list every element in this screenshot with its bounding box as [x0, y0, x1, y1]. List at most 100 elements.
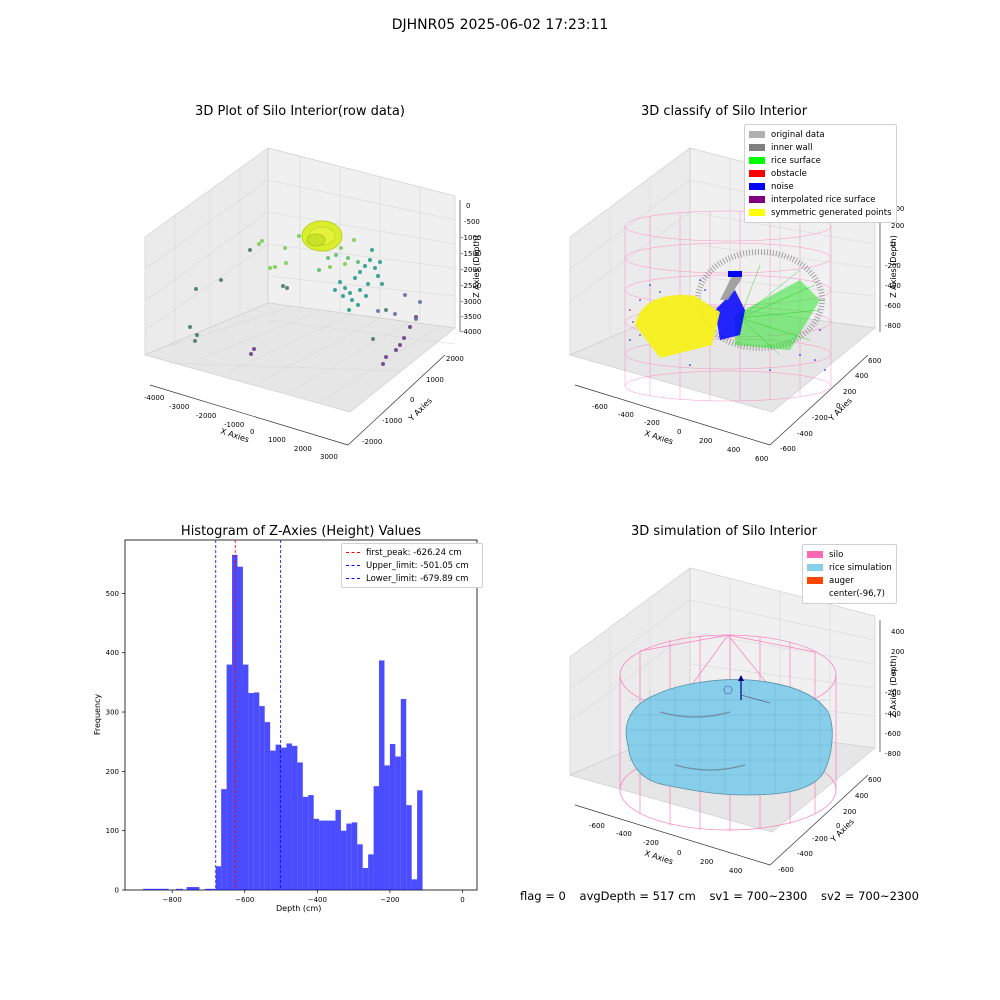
- histogram-bar: [357, 844, 363, 890]
- legend-swatch: [807, 564, 823, 571]
- histogram-bar: [232, 554, 238, 890]
- histogram-bar: [259, 706, 265, 890]
- histogram-bar: [389, 744, 396, 890]
- legend-swatch: [807, 551, 823, 558]
- histogram-bar: [237, 566, 243, 890]
- y-tick-label: 100: [106, 827, 119, 835]
- classify-z-label: Z Axies (Depth): [888, 235, 898, 298]
- raw-z-label: Z Axies (Depth): [471, 235, 481, 298]
- status-footer: flag = 0 avgDepth = 517 cm sv1 = 700~230…: [520, 889, 929, 903]
- simulation-3d-axes: [568, 567, 881, 866]
- histogram-bar: [297, 762, 303, 890]
- histogram-bar: [215, 866, 222, 890]
- classify-legend: original data inner wall rice surface ob…: [744, 124, 897, 223]
- histogram-axes: −800 −600 −400 −200 0 0 100 200 300 400 500: [106, 539, 478, 904]
- histogram-bar: [221, 789, 227, 890]
- histogram-bar: [335, 809, 341, 890]
- histogram-bar: [313, 818, 320, 890]
- x-tick-label: −800: [163, 896, 182, 904]
- histogram-bar: [291, 745, 298, 890]
- x-tick-label: −200: [380, 896, 399, 904]
- figure-title: DJHNR05 2025-06-02 17:23:11: [391, 17, 609, 33]
- histogram-bar: [330, 820, 336, 890]
- histogram-bar: [248, 693, 254, 890]
- legend-item-auger: auger: [807, 574, 892, 587]
- legend-swatch: [749, 209, 765, 216]
- histogram-bar: [204, 888, 216, 890]
- histogram-bar: [143, 888, 169, 890]
- histogram-bar: [253, 692, 260, 890]
- legend-item-interpolated: interpolated rice surface: [749, 193, 892, 206]
- legend-swatch: [749, 131, 765, 138]
- histogram-bar: [281, 747, 287, 890]
- legend-swatch: [749, 183, 765, 190]
- raw-panel-title: 3D Plot of Silo Interior(row data): [195, 104, 405, 119]
- legend-item-rice-simulation: rice simulation: [807, 561, 892, 574]
- histogram-bar: [264, 722, 271, 890]
- legend-line: [346, 578, 360, 579]
- legend-swatch: [749, 144, 765, 151]
- histogram-bar: [379, 660, 385, 890]
- histogram-title: Histogram of Z-Axies (Height) Values: [180, 524, 422, 539]
- sv2-text: sv2 = 700~2300: [821, 889, 919, 903]
- legend-item-original-data: original data: [749, 128, 892, 141]
- histogram-bar: [340, 830, 347, 890]
- raw-3d-axes: [143, 147, 461, 446]
- histogram-y-ticks: 0 100 200 300 400 500: [106, 590, 125, 895]
- legend-item-obstacle: obstacle: [749, 167, 892, 180]
- legend-item-lower-limit: Lower_limit: -679.89 cm: [346, 572, 478, 585]
- legend-item-symmetric: symmetric generated points: [749, 206, 892, 219]
- histogram-bar: [384, 765, 390, 890]
- legend-swatch: [749, 196, 765, 203]
- y-tick-label: 400: [106, 649, 119, 657]
- histogram-bar: [275, 744, 282, 890]
- histogram-bar: [346, 823, 352, 890]
- legend-swatch: [749, 170, 765, 177]
- histogram-x-ticks: −800 −600 −400 −200 0: [163, 890, 465, 904]
- simulation-panel-title: 3D simulation of Silo Interior: [631, 524, 817, 539]
- histogram-bar: [373, 786, 380, 890]
- legend-swatch: [807, 577, 823, 584]
- legend-item-rice-surface: rice surface: [749, 154, 892, 167]
- histogram-bar: [319, 820, 325, 890]
- histogram-bar: [395, 756, 401, 890]
- avg-depth-text: avgDepth = 517 cm: [579, 889, 696, 903]
- histogram-bar: [270, 750, 276, 890]
- histogram-x-label: Depth (cm): [276, 904, 322, 913]
- histogram-bar: [302, 796, 309, 890]
- x-tick-label: 0: [460, 896, 464, 904]
- legend-item-upper-limit: Upper_limit: -501.05 cm: [346, 559, 478, 572]
- histogram-legend: first_peak: -626.24 cm Upper_limit: -501…: [341, 543, 483, 588]
- histogram-bar: [406, 805, 412, 890]
- histogram-bar: [411, 879, 418, 890]
- histogram-bar: [362, 868, 369, 890]
- histogram-bar: [226, 664, 233, 890]
- histogram-threshold-lines: [215, 540, 282, 890]
- histogram-bar: [242, 664, 249, 890]
- y-tick-label: 0: [115, 887, 119, 895]
- x-tick-label: −600: [235, 896, 254, 904]
- histogram-y-label: Frequency: [93, 693, 103, 736]
- y-tick-label: 500: [106, 590, 119, 598]
- histogram-bar: [351, 822, 358, 890]
- histogram-bar: [400, 698, 407, 890]
- legend-swatch: [749, 157, 765, 164]
- legend-swatch: [807, 590, 823, 597]
- y-tick-label: 300: [106, 709, 119, 717]
- x-tick-label: −400: [308, 896, 327, 904]
- legend-item-noise: noise: [749, 180, 892, 193]
- histogram-bar: [286, 743, 292, 890]
- flag-text: flag = 0: [520, 889, 566, 903]
- legend-item-inner-wall: inner wall: [749, 141, 892, 154]
- legend-item-first-peak: first_peak: -626.24 cm: [346, 546, 478, 559]
- legend-item-silo: silo: [807, 548, 892, 561]
- y-tick-label: 200: [106, 768, 119, 776]
- simulation-z-label: Z Axies (Depth): [888, 655, 898, 718]
- histogram-bar: [368, 854, 374, 890]
- classify-panel-title: 3D classify of Silo Interior: [640, 104, 808, 119]
- histogram-bar: [186, 887, 200, 890]
- legend-line: [346, 552, 360, 553]
- histogram-bars: [143, 554, 423, 890]
- histogram-bar: [308, 795, 314, 890]
